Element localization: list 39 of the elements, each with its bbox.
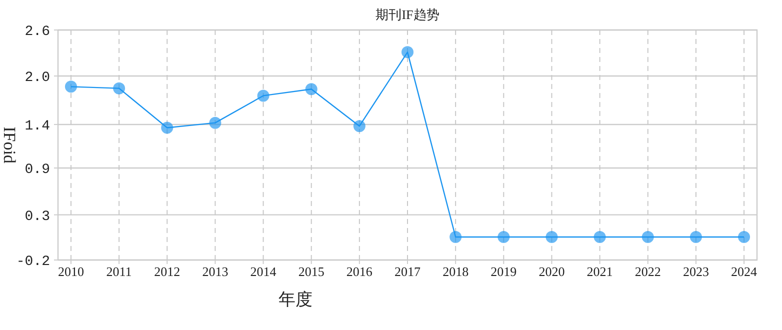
point: [64, 80, 77, 93]
point: [738, 231, 750, 243]
point: [305, 83, 318, 96]
point: [690, 231, 702, 243]
x-axis-title: 年度: [278, 290, 313, 309]
x-tick-label: 2021: [586, 264, 613, 279]
point: [546, 231, 558, 243]
point: [594, 231, 606, 243]
x-tick-label: 2011: [106, 264, 132, 279]
point: [450, 231, 462, 243]
x-tick-label: 2010: [58, 264, 84, 279]
x-tick-label: 2023: [682, 264, 709, 279]
x-tick-label: 2018: [442, 264, 469, 279]
x-tick-label: 2024: [731, 264, 758, 279]
point: [353, 120, 366, 132]
x-tick-label: 2022: [634, 264, 661, 279]
y-tick-label: 2.0: [24, 70, 50, 86]
x-tick-label: 2014: [250, 264, 277, 279]
point: [257, 90, 270, 102]
point: [113, 82, 126, 94]
y-axis-title: IFoid: [0, 126, 19, 164]
point: [498, 231, 510, 243]
x-tick-label: 2016: [346, 264, 373, 279]
x-tick-label: 2020: [538, 264, 565, 279]
x-tick-label: 2019: [490, 264, 517, 279]
y-tick-label: 1.4: [24, 118, 50, 134]
x-tick-label: 2013: [202, 264, 228, 279]
x-tick-label: 2017: [394, 264, 421, 279]
y-tick-label: -0.2: [16, 254, 50, 270]
x-tick-label: 2015: [298, 264, 324, 279]
point: [161, 122, 174, 134]
x-tick-label: 2012: [154, 264, 180, 279]
y-tick-label: 0.3: [24, 208, 50, 225]
chart-title: 期刊IF趋势: [376, 7, 440, 22]
y-tick-label: 2.6: [24, 24, 50, 40]
point: [209, 116, 222, 129]
point: [642, 231, 654, 243]
y-tick-label: 0.9: [24, 162, 50, 178]
point: [402, 46, 414, 58]
